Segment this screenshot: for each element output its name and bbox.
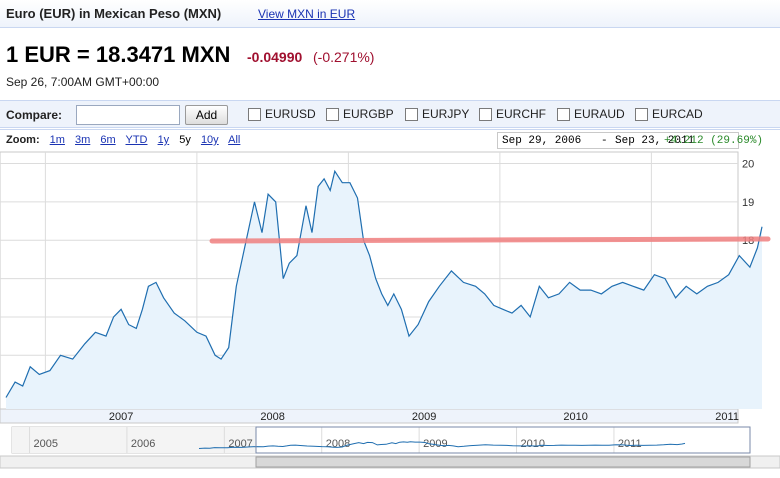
x-tick-label: 2008 <box>260 411 284 423</box>
zoom-3m[interactable]: 3m <box>75 134 91 146</box>
series-area <box>6 171 762 409</box>
zoom-1m[interactable]: 1m <box>49 134 65 146</box>
overview-year-label: 2010 <box>521 438 545 450</box>
range-to: Sep 23, 2011 <box>615 135 695 147</box>
title-bar: Euro (EUR) in Mexican Peso (MXN) View MX… <box>0 0 780 28</box>
overview-year-label: 2006 <box>131 438 155 450</box>
zoom-5y[interactable]: 5y <box>179 134 191 146</box>
checkbox[interactable] <box>326 108 339 121</box>
rate-change: -0.04990 <box>247 49 303 65</box>
y-tick-label: 20 <box>742 159 754 171</box>
overview-selection <box>255 426 751 454</box>
range-separator: - <box>601 135 608 147</box>
overview-year-label: 2011 <box>618 438 642 450</box>
add-button[interactable]: Add <box>185 105 228 125</box>
rate-change-percent: (-0.271%) <box>313 49 375 65</box>
checkbox[interactable] <box>479 108 492 121</box>
compare-option-label: EURCHF <box>496 107 546 121</box>
zoom-label: Zoom: <box>6 134 40 146</box>
exchange-rate: 1 EUR = 18.3471 MXN <box>6 42 231 67</box>
zoom-6m[interactable]: 6m <box>100 134 116 146</box>
zoom-ytd[interactable]: YTD <box>125 134 148 146</box>
compare-option-label: EURAUD <box>574 107 625 121</box>
date-range: Sep 29, 2006 - Sep 23, 2011 <box>497 132 739 149</box>
view-inverse-link[interactable]: View MXN in EUR <box>258 7 356 21</box>
checkbox[interactable] <box>557 108 570 121</box>
overview-year-label: 2007 <box>228 438 252 450</box>
series-line <box>5 169 763 398</box>
x-tick-label: 2011 <box>715 411 739 423</box>
compare-input[interactable] <box>76 105 180 125</box>
compare-option-label: EURGBP <box>343 107 394 121</box>
compare-bar: Compare: Add EURUSD EURGBP EURJPY EURCHF… <box>0 100 780 128</box>
x-tick-label: 2009 <box>412 411 436 423</box>
overview-year-label: 2009 <box>423 438 447 450</box>
compare-option-label: EURUSD <box>265 107 316 121</box>
zoom-10y[interactable]: 10y <box>200 134 219 146</box>
overview-year-label: 2005 <box>34 438 58 450</box>
range-from: Sep 29, 2006 <box>502 135 582 147</box>
overview-shade <box>12 427 256 453</box>
compare-option-label: EURCAD <box>652 107 703 121</box>
checkbox[interactable] <box>405 108 418 121</box>
overview-line <box>198 441 686 449</box>
zoom-controls: Zoom: 1m 3m 6m YTD 1y 5y 10y All <box>6 134 247 146</box>
quote-timestamp: Sep 26, 7:00AM GMT+00:00 <box>6 75 160 89</box>
zoom-all[interactable]: All <box>228 134 241 146</box>
x-tick-label: 2007 <box>109 411 133 423</box>
annotation-line <box>209 236 771 244</box>
range-change: +4.212 (29.69%) <box>664 135 764 147</box>
zoom-1y[interactable]: 1y <box>157 134 170 146</box>
compare-option-label: EURJPY <box>422 107 470 121</box>
compare-label: Compare: <box>6 108 63 122</box>
scrollbar-thumb <box>255 456 751 468</box>
x-tick-label: 2010 <box>563 411 587 423</box>
checkbox[interactable] <box>248 108 261 121</box>
checkbox[interactable] <box>635 108 648 121</box>
page-title: Euro (EUR) in Mexican Peso (MXN) <box>6 6 222 21</box>
overview-year-label: 2008 <box>326 438 350 450</box>
y-tick-label: 19 <box>742 197 754 209</box>
